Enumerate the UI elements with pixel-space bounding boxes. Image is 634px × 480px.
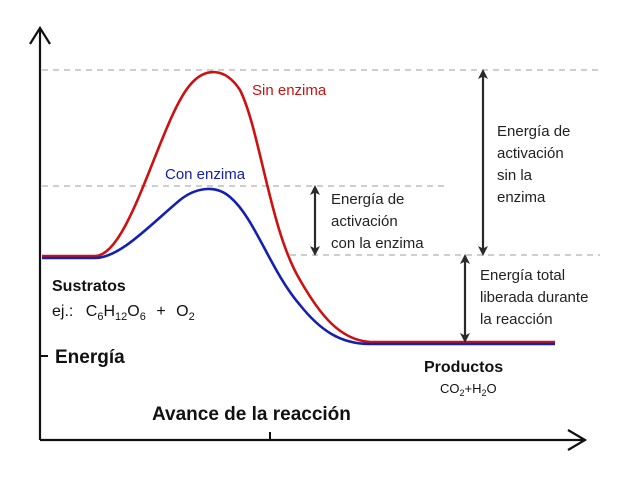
activation-without-enzyme-label: Energía de activación sin la enzima bbox=[497, 123, 575, 206]
activation-with-enzyme-label: Energía de activación con la enzima bbox=[331, 191, 424, 252]
substrates-title: Sustratos bbox=[52, 278, 126, 295]
axes bbox=[29, 25, 588, 451]
no-enzyme-curve bbox=[42, 70, 555, 344]
y-axis-label: Energía bbox=[55, 347, 125, 368]
substrates-example: ej.: C6H12O6 + O2 bbox=[52, 303, 195, 324]
no-enzyme-label: Sin enzima bbox=[252, 82, 327, 99]
y-axis-arrowhead bbox=[29, 25, 51, 45]
with-enzyme-curve bbox=[42, 187, 555, 346]
x-axis-label: Avance de la reacción bbox=[152, 404, 351, 425]
products-formula: CO2+H2O bbox=[440, 381, 497, 398]
products-title: Productos bbox=[424, 359, 503, 376]
with-enzyme-label: Con enzima bbox=[165, 166, 246, 183]
x-axis-arrowhead bbox=[567, 429, 588, 451]
total-energy-released-label: Energía total liberada durante la reacci… bbox=[480, 267, 593, 328]
